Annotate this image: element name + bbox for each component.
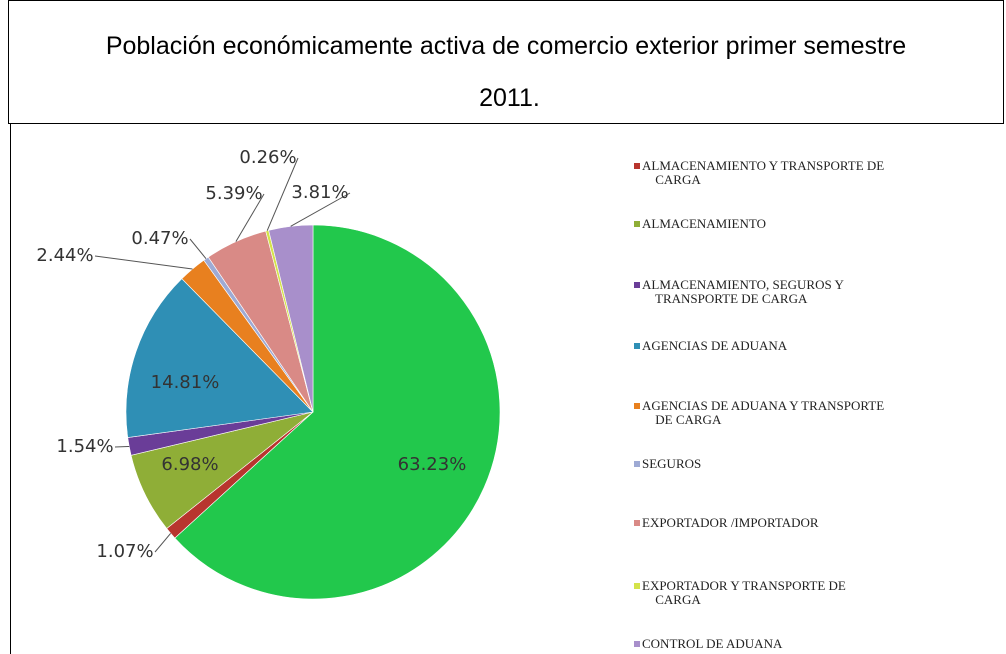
pie-slice [125, 278, 314, 438]
leader-line [290, 192, 351, 227]
data-label: 0.26% [239, 147, 296, 168]
legend-swatch [634, 583, 640, 589]
legend-swatch [634, 221, 640, 227]
legend-label: EXPORTADOR /IMPORTADOR [642, 515, 819, 530]
legend-label: ALMACENAMIENTO [642, 216, 766, 231]
leader-line [154, 532, 172, 553]
leader-line [266, 157, 299, 231]
legend-swatch [634, 520, 640, 526]
legend-swatch [634, 282, 640, 288]
data-label: 63.23% [398, 454, 467, 475]
data-label: 14.81% [151, 372, 220, 393]
data-label: 6.98% [161, 454, 218, 475]
legend-label: ALMACENAMIENTO, SEGUROS Y TRANSPORTE DE … [642, 277, 844, 306]
data-label: 1.54% [56, 436, 113, 457]
legend-swatch [634, 343, 640, 349]
leader-line [189, 238, 207, 259]
data-label: 5.39% [205, 183, 262, 204]
pie-slice [174, 224, 501, 600]
legend-swatch [634, 461, 640, 467]
chart-title: Población económicamente activa de comer… [106, 32, 906, 112]
leader-line [94, 255, 193, 270]
legend-label: AGENCIAS DE ADUANA Y TRANSPORTE DE CARGA [642, 398, 884, 427]
legend-label: AGENCIAS DE ADUANA [642, 338, 788, 353]
title-box [8, 0, 1004, 124]
data-label: 2.44% [36, 245, 93, 266]
legend-label: CONTROL DE ADUANA [642, 636, 783, 651]
legend-swatch [634, 403, 640, 409]
data-label: 1.07% [96, 541, 153, 562]
chart-title: Población económicamente activa de comer… [106, 32, 906, 112]
legend-label: ALMACENAMIENTO Y TRANSPORTE DE CARGA [642, 158, 884, 187]
data-label: 0.47% [131, 228, 188, 249]
legend-label: SEGUROS [642, 456, 701, 471]
leader-line [235, 193, 265, 242]
legend-label: EXPORTADOR Y TRANSPORTE DE CARGA [642, 578, 846, 607]
leader-line [114, 445, 130, 448]
legend-swatch [634, 641, 640, 647]
legend-swatch [634, 163, 640, 169]
data-label: 3.81% [291, 182, 348, 203]
